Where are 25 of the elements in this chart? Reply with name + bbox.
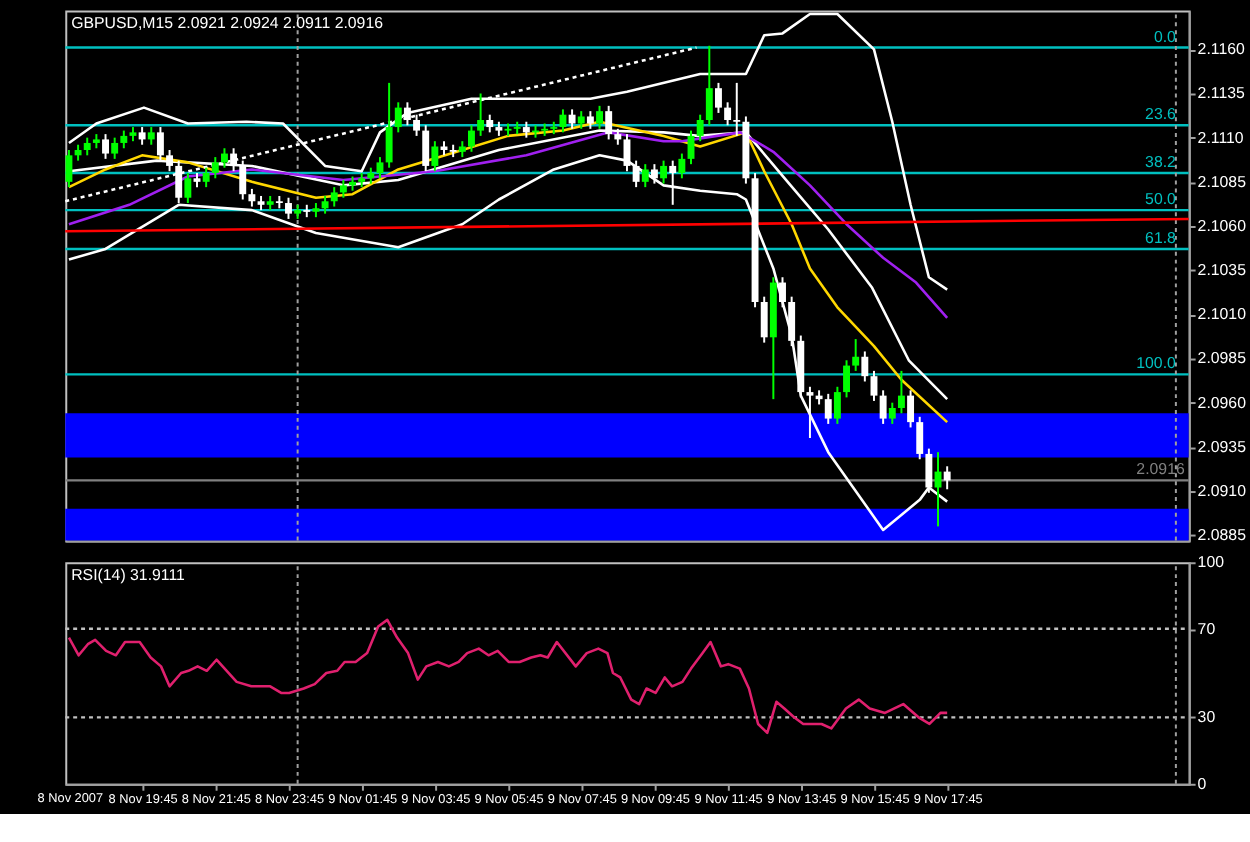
y-tick-label: 2.0885 xyxy=(1197,526,1248,545)
ref-line-label: 2.0916 xyxy=(1136,460,1186,479)
y-tick-label: 2.1010 xyxy=(1197,305,1248,324)
y-tick-label: 2.1060 xyxy=(1197,216,1248,235)
y-tick-label: 2.0910 xyxy=(1197,481,1248,500)
y-tick-label: 2.1110 xyxy=(1197,128,1245,147)
annotation: 100.0 xyxy=(1136,354,1178,373)
y-tick-label: 2.0985 xyxy=(1197,349,1248,368)
y-tick-label: 100 xyxy=(1197,553,1226,572)
y-tick-label: 2.0960 xyxy=(1197,393,1248,412)
y-tick-label: 2.1135 xyxy=(1197,84,1246,103)
y-tick-label: 2.1035 xyxy=(1197,261,1248,280)
annotation: 38.2 xyxy=(1145,153,1176,172)
y-tick-label: 0 xyxy=(1197,774,1208,793)
annotation: 23.6 xyxy=(1145,105,1178,124)
y-tick-label: 30 xyxy=(1197,708,1217,727)
y-tick-label: 70 xyxy=(1197,619,1217,638)
annotation: 50.0 xyxy=(1145,190,1178,209)
annotation: 0.0 xyxy=(1153,27,1178,46)
y-tick-label: 2.1085 xyxy=(1197,172,1248,191)
y-tick-label: 2.0935 xyxy=(1197,437,1248,456)
annotation: 61.8 xyxy=(1145,229,1178,248)
chart-title: RSI(14) 31.9111 xyxy=(71,566,187,585)
y-tick-label: 2.1160 xyxy=(1197,40,1246,59)
chart-title: GBPUSD,M15 2.0921 2.0924 2.0911 2.0916 xyxy=(71,14,385,33)
